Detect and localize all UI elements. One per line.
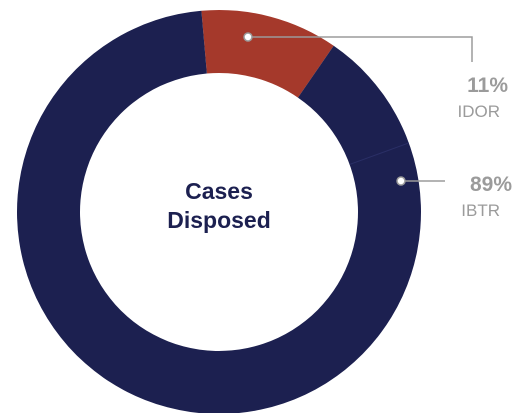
leader-line-idor [243,32,473,62]
slice-labels-layer: 11% IDOR 89% IBTR [458,74,513,220]
donut-slice-idor [201,10,334,98]
center-title-line-1: Cases [185,178,253,204]
leader-dot-ibtr [396,176,406,186]
donut-slice-ibtr [17,10,421,413]
center-title: Cases Disposed [167,178,271,233]
slice-label-idor-percent: 11% [467,74,508,97]
slice-separator [349,142,409,165]
center-title-line-2: Disposed [167,207,271,233]
slice-label-ibtr-name: IBTR [461,201,500,220]
slices-layer [17,10,421,413]
leader-line-ibtr [396,176,445,186]
leader-lines-layer [243,32,473,186]
slice-label-ibtr-percent: 89% [470,173,512,196]
leader-dot-idor [243,32,253,42]
slice-label-idor-name: IDOR [458,102,501,121]
